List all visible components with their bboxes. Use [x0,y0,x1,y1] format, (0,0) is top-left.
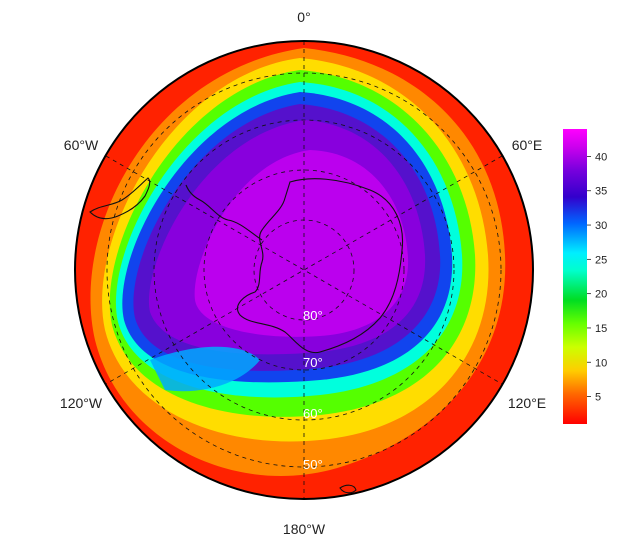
lon-label-left-upper: 60°W [64,137,99,153]
lon-label-right-lower: 120°E [508,395,546,411]
lat-label-50: 50° [303,457,323,472]
lon-label-bottom: 180°W [283,521,326,537]
field-band-tongue [150,346,260,392]
colorbar-tick-label: 25 [595,254,607,266]
colorbar-tick-label: 35 [595,186,607,198]
lon-label-left-lower: 120°W [60,395,103,411]
field-band-magenta [194,150,409,337]
antarctic-peninsula-coastline [185,184,263,241]
colorbar-tick-label: 10 [595,357,607,369]
lat-label-70: 70° [303,355,323,370]
colorbar-ticks: 40 35 30 25 20 15 10 5 [587,151,607,404]
antarctica-coastline [237,178,404,354]
colorbar-ramp [563,129,587,424]
map-border [74,40,534,500]
lon-label-right-upper: 60°E [512,137,543,153]
latitude-circle-50 [106,72,502,468]
latitude-circle-70 [203,169,405,371]
new-zealand-coastline [339,484,357,494]
colorbar-tick-label: 15 [595,323,607,335]
colorbar-tick-label: 40 [595,151,607,163]
data-field [75,41,533,499]
lat-label-80: 80° [303,308,323,323]
colorbar-tick-label: 20 [595,289,607,301]
colorbar-tick-label: 30 [595,220,607,232]
lon-label-top: 0° [297,9,310,25]
lat-label-60: 60° [303,406,323,421]
colorbar-tick-label: 5 [595,392,601,404]
colorbar: 40 35 30 25 20 15 10 5 [563,129,607,424]
